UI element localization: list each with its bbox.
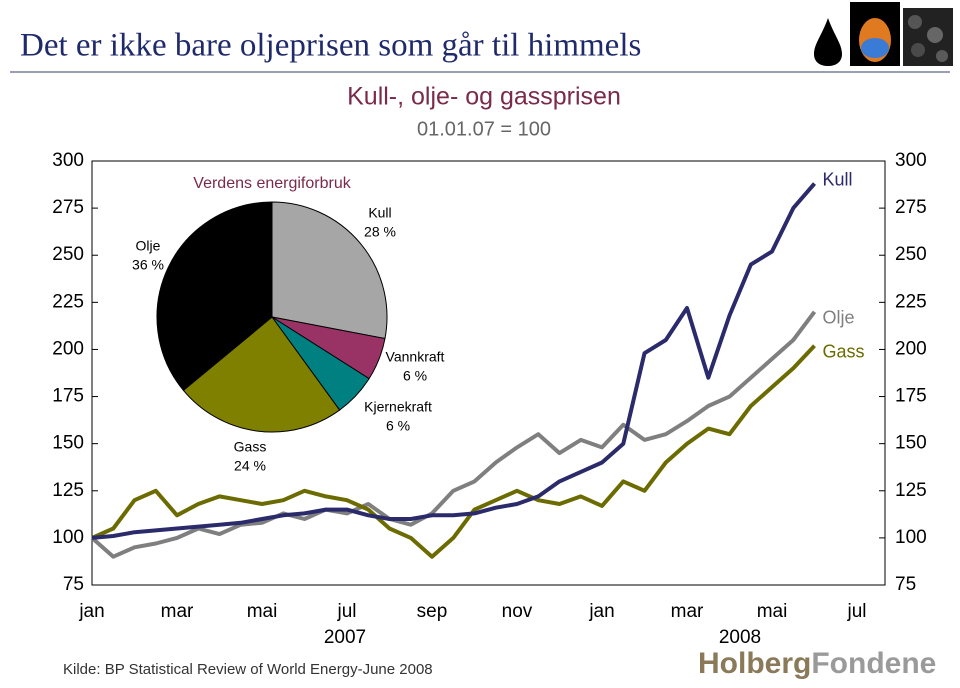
x-tick-label: mar (671, 601, 704, 622)
y-tick-label: 75 (63, 574, 84, 595)
slide-title: Det er ikke bare oljeprisen som går til … (20, 28, 641, 64)
y-tick-label: 175 (52, 386, 84, 407)
y-tick-label: 300 (52, 150, 84, 171)
series-line (91, 344, 816, 559)
legend-label: Gass (823, 341, 865, 361)
y-tick-label: 275 (52, 197, 84, 218)
y-tick-label: 125 (52, 480, 84, 501)
pie-title: Verdens energiforbruk (193, 175, 351, 192)
source: Kilde: BP Statistical Review of World En… (63, 661, 433, 678)
y2-tick-label: 125 (895, 480, 927, 501)
x-tick-label: mar (161, 601, 194, 622)
y2-tick-label: 200 (895, 338, 927, 359)
legend-label: Kull (823, 169, 853, 189)
pie-slice (182, 316, 341, 433)
y2-tick-label: 150 (895, 433, 927, 454)
pie-label: Vannkraft (386, 349, 445, 365)
pie-value-label: 6 % (403, 368, 427, 384)
legend-label: Olje (823, 308, 855, 328)
coal-lump (911, 43, 925, 57)
coal-lump (927, 27, 943, 43)
pie-label: Kull (368, 205, 391, 221)
x-tick-label: mai (757, 601, 788, 622)
series-line (91, 182, 817, 540)
oil-drop-icon (814, 18, 842, 66)
series-line (90, 310, 817, 559)
y2-tick-label: 275 (895, 197, 927, 218)
x-tick-label: jan (588, 601, 614, 622)
flame-core-icon (861, 38, 889, 58)
y2-tick-label: 175 (895, 386, 927, 407)
pie-value-label: 36 % (132, 257, 164, 273)
pie-value-label: 24 % (234, 458, 266, 474)
pie-value-label: 28 % (364, 224, 396, 240)
y-tick-label: 225 (52, 291, 84, 312)
year-label: 2007 (324, 627, 366, 648)
logo: HolbergFondene (698, 647, 936, 680)
pie-slice (156, 201, 273, 392)
logo-part: Holberg (698, 647, 811, 680)
coal-lump (908, 15, 922, 29)
pie-label: Kjernekraft (364, 399, 432, 415)
x-tick-label: mai (247, 601, 278, 622)
y2-tick-label: 300 (895, 150, 927, 171)
plot-frame (91, 160, 886, 586)
x-tick-label: jan (78, 601, 104, 622)
y2-tick-label: 100 (895, 527, 927, 548)
logo-part: Fondene (811, 647, 936, 680)
y2-tick-label: 75 (895, 574, 916, 595)
y-tick-label: 200 (52, 338, 84, 359)
pie-label: Gass (234, 439, 267, 455)
y-tick-label: 150 (52, 433, 84, 454)
coal-lump (936, 50, 948, 62)
x-tick-label: nov (502, 601, 533, 622)
y-tick-label: 250 (52, 244, 84, 265)
chart-title: Kull-, olje- og gassprisen (347, 83, 621, 111)
x-tick-label: jul (336, 601, 356, 622)
pie-label: Olje (136, 238, 161, 254)
x-tick-label: sep (417, 601, 448, 622)
y2-tick-label: 250 (895, 244, 927, 265)
pie-slice (271, 201, 388, 340)
icons (814, 2, 953, 66)
y2-tick-label: 225 (895, 291, 927, 312)
year-label: 2008 (719, 627, 761, 648)
chart-subtitle: 01.01.07 = 100 (417, 118, 551, 140)
pie-value-label: 6 % (386, 418, 410, 434)
y-tick-label: 100 (52, 527, 84, 548)
x-tick-label: jul (846, 601, 866, 622)
